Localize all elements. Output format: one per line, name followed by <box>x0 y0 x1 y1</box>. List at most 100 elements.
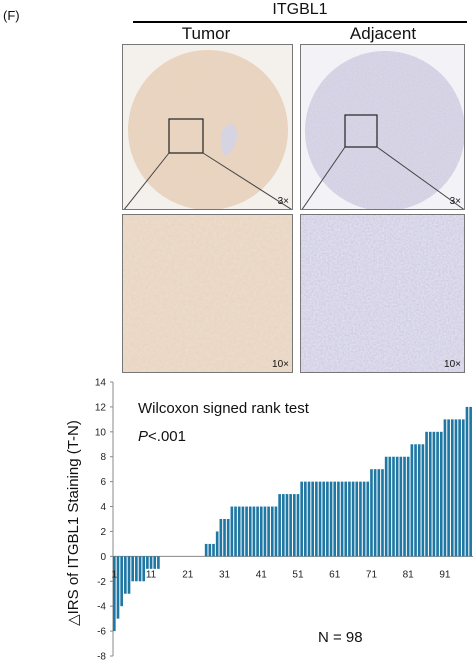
bar <box>120 556 123 607</box>
bar <box>113 556 116 632</box>
y-tick-label: 8 <box>100 452 106 463</box>
p-value-symbol: P <box>138 428 148 445</box>
bar <box>403 456 406 557</box>
x-tick-label: 71 <box>366 569 378 580</box>
y-tick-label: -8 <box>97 652 106 661</box>
bar <box>296 494 300 557</box>
bar <box>340 481 344 557</box>
bar <box>370 469 373 557</box>
bar <box>377 469 381 557</box>
panel-label: (F) <box>3 8 20 23</box>
bar <box>458 419 461 557</box>
bar <box>270 506 274 557</box>
tumor-3x-image: 3× <box>122 44 293 210</box>
y-tick-label: 6 <box>100 477 106 488</box>
x-tick-label: 41 <box>256 569 268 580</box>
bar <box>333 481 337 557</box>
test-annotation: Wilcoxon signed rank test <box>138 400 310 417</box>
y-tick-label: 4 <box>100 502 106 513</box>
bar <box>461 419 465 557</box>
bar <box>465 406 469 557</box>
tumor-10x-image: 10× <box>122 214 293 373</box>
bar <box>116 556 120 619</box>
y-tick-label: 14 <box>95 378 107 389</box>
bar <box>322 481 326 557</box>
adjacent-column-title: Adjacent <box>349 24 417 43</box>
bar <box>355 481 359 557</box>
bar <box>304 481 307 557</box>
bar <box>406 456 410 557</box>
bar <box>329 481 333 557</box>
bar <box>344 481 348 557</box>
tumor-3x-magnification: 3× <box>277 196 289 207</box>
y-tick-label: -2 <box>97 577 106 588</box>
y-tick-label: 10 <box>95 427 107 438</box>
bar <box>381 469 384 557</box>
bar <box>259 506 263 557</box>
tumor-column-title: Tumor <box>181 24 231 43</box>
bar <box>278 494 281 557</box>
tumor-10x-magnification: 10× <box>272 359 289 370</box>
bar <box>326 481 329 557</box>
bar <box>384 456 388 557</box>
bar <box>392 456 395 557</box>
bar <box>285 494 289 557</box>
bar <box>447 419 450 557</box>
bar <box>146 556 149 569</box>
bar <box>359 481 362 557</box>
p-value-annotation: P<.001 <box>138 428 186 445</box>
bar <box>289 494 292 557</box>
bar <box>131 556 135 582</box>
y-tick-label: 12 <box>95 402 107 413</box>
bar <box>153 556 157 569</box>
adjacent-3x-magnification: 3× <box>449 196 461 207</box>
bar <box>157 556 160 569</box>
y-tick-label: 0 <box>100 552 106 563</box>
bar <box>414 444 417 557</box>
bar <box>234 506 237 557</box>
y-axis-label: △IRS of ITGBL1 Staining (T-N) <box>65 420 82 626</box>
bar <box>300 481 303 557</box>
bar <box>432 431 436 557</box>
bar <box>223 519 226 557</box>
chart-text: 1 11 21 31 41 51 61 71 81 91△IRS of ITGBL1 Staini… <box>65 400 451 646</box>
bar <box>366 481 370 557</box>
bar <box>124 556 127 594</box>
bar <box>263 506 267 557</box>
y-tick-label: -6 <box>97 627 106 638</box>
bar <box>315 481 318 557</box>
bar <box>351 481 355 557</box>
x-tick-label: 81 <box>403 569 415 580</box>
bar <box>410 444 414 557</box>
y-tick-label: 2 <box>100 527 106 538</box>
bar <box>241 506 245 557</box>
bar <box>373 469 377 557</box>
bar <box>337 481 340 557</box>
bar <box>311 481 315 557</box>
bar <box>135 556 138 582</box>
bar <box>281 494 285 557</box>
bar <box>149 556 153 569</box>
x-tick-label: 61 <box>329 569 341 580</box>
bar <box>348 481 351 557</box>
bar <box>450 419 454 557</box>
bar <box>428 431 432 557</box>
adjacent-10x-image: 10× <box>300 214 465 373</box>
gene-title: ITGBL1 <box>272 1 328 18</box>
bar <box>293 494 296 557</box>
bar <box>274 506 278 557</box>
bar <box>417 444 421 557</box>
bar <box>399 456 403 557</box>
adjacent-3x-image: 3× <box>300 44 465 210</box>
bar <box>245 506 248 557</box>
bar <box>127 556 131 594</box>
bar <box>204 543 208 557</box>
x-tick-label: 91 <box>439 569 451 580</box>
bar <box>318 481 322 557</box>
bar <box>208 543 212 557</box>
bar <box>256 506 259 557</box>
bar <box>248 506 252 557</box>
bar <box>267 506 270 557</box>
bar <box>454 419 458 557</box>
y-tick-label: -4 <box>97 602 106 613</box>
